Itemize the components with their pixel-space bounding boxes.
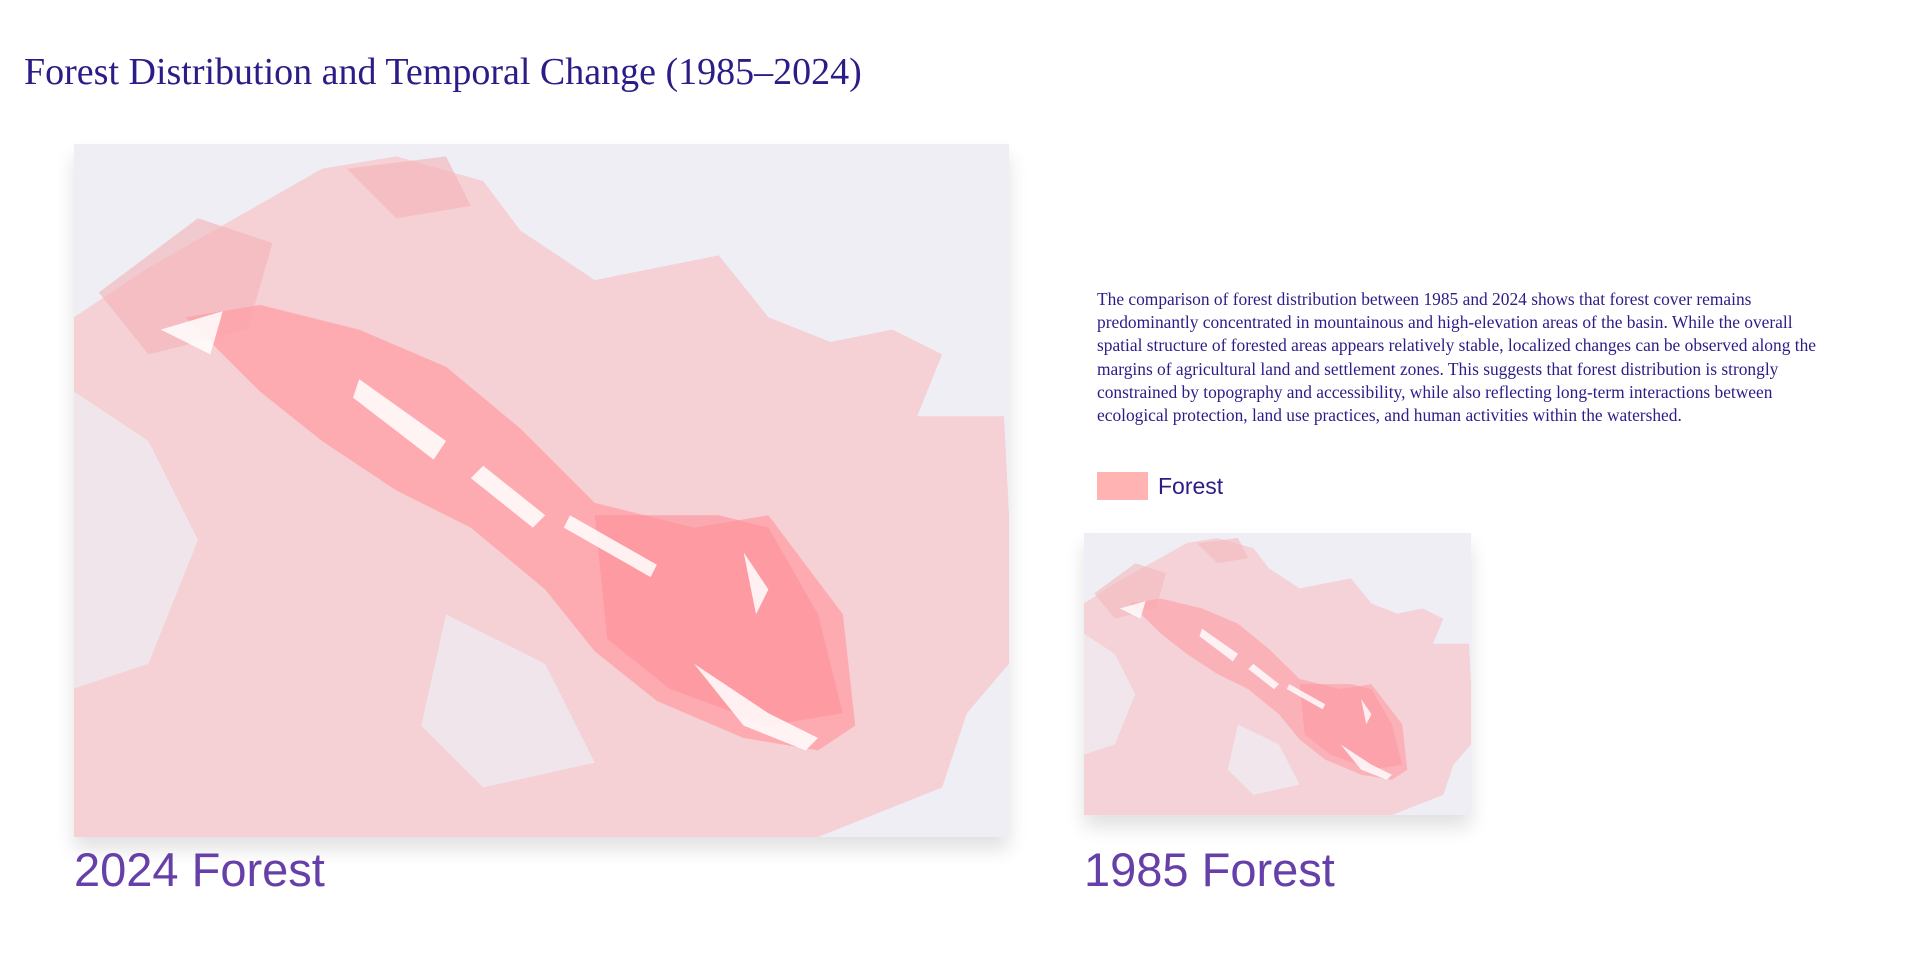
legend-swatch [1097,472,1148,500]
description: The comparison of forest distribution be… [1097,289,1816,426]
map-2024 [74,144,1009,837]
title: Forest Distribution and Temporal Change … [24,51,862,93]
map-caption: 1985 Forest [1084,843,1335,896]
legend: Forest [1097,472,1223,500]
map-graphic [1084,533,1471,815]
map-graphic [74,144,1009,837]
legend-label: Forest [1158,472,1224,499]
map-caption: 2024 Forest [74,843,325,896]
map-1985 [1084,533,1471,815]
